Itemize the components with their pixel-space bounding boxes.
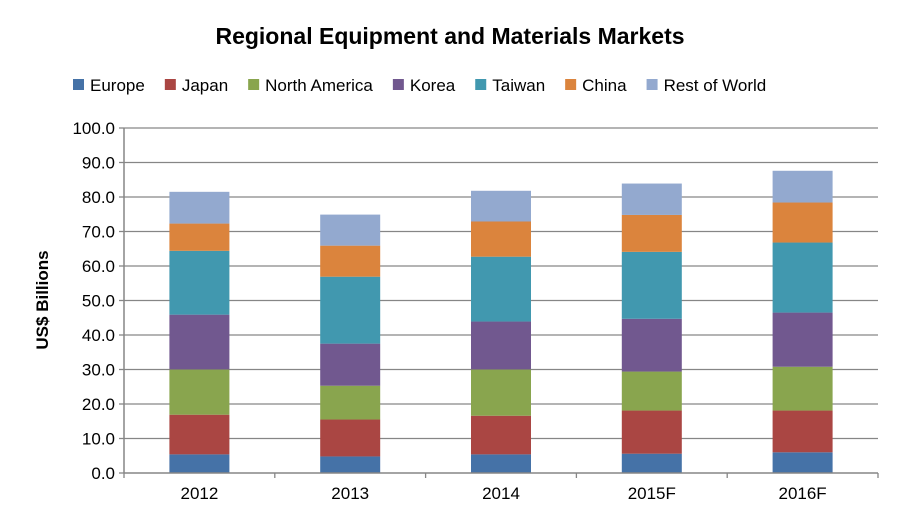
legend-swatch xyxy=(475,79,487,90)
x-tick-label: 2016F xyxy=(778,484,826,503)
y-tick-label: 60.0 xyxy=(82,257,115,276)
chart-title: Regional Equipment and Materials Markets xyxy=(215,23,684,49)
bar-segment-japan xyxy=(772,410,833,453)
y-tick-label: 90.0 xyxy=(82,154,115,173)
bar-segment-korea xyxy=(471,321,531,370)
x-tick-label: 2012 xyxy=(180,484,218,503)
bar-segment-china xyxy=(621,214,682,252)
bar-segment-europe xyxy=(169,454,230,473)
bar-segment-korea xyxy=(320,343,381,386)
bar-segment-europe xyxy=(621,453,682,473)
x-tick-label: 2014 xyxy=(482,484,520,503)
bar-segment-north-america xyxy=(471,369,531,416)
legend-label: Rest of World xyxy=(664,76,767,95)
bar-segment-taiwan xyxy=(169,250,230,315)
bar-segment-rest-of-world xyxy=(169,191,230,224)
legend-swatch xyxy=(565,79,577,90)
y-tick-label: 80.0 xyxy=(82,188,115,207)
x-tick-label: 2013 xyxy=(331,484,369,503)
bar-segment-rest-of-world xyxy=(621,183,682,215)
y-tick-label: 100.0 xyxy=(72,119,115,138)
y-tick-label: 70.0 xyxy=(82,223,115,242)
bar-segment-europe xyxy=(320,456,381,473)
bar-segment-japan xyxy=(169,414,230,455)
bar-segment-china xyxy=(320,245,381,277)
bar-segment-china xyxy=(772,202,833,243)
y-tick-label: 50.0 xyxy=(82,292,115,311)
y-tick-label: 0.0 xyxy=(91,464,115,483)
legend-label: Taiwan xyxy=(492,76,545,95)
bar-segment-europe xyxy=(471,454,531,473)
bar-segment-korea xyxy=(772,312,833,367)
y-tick-label: 40.0 xyxy=(82,326,115,345)
legend-swatch xyxy=(164,79,176,90)
bar-segment-taiwan xyxy=(471,256,531,322)
bar-segment-japan xyxy=(471,415,531,455)
bar-segment-china xyxy=(169,223,230,251)
y-tick-label: 10.0 xyxy=(82,430,115,449)
legend: Europe Japan North America Korea Taiwan China… xyxy=(73,76,766,95)
legend-swatch xyxy=(392,79,404,90)
x-tick-label: 2015F xyxy=(628,484,676,503)
legend-swatch xyxy=(248,79,260,90)
bar-segment-north-america xyxy=(772,366,833,411)
bar-segment-rest-of-world xyxy=(772,170,833,203)
bar-segment-taiwan xyxy=(772,242,833,313)
bar-segment-korea xyxy=(621,318,682,372)
bar-segment-taiwan xyxy=(621,251,682,319)
bar-segment-japan xyxy=(320,419,381,457)
bar-segment-north-america xyxy=(169,369,230,415)
y-tick-label: 20.0 xyxy=(82,395,115,414)
legend-label: Japan xyxy=(182,76,228,95)
bar-segment-china xyxy=(471,221,531,257)
bar-segment-rest-of-world xyxy=(471,190,531,222)
y-tick-label: 30.0 xyxy=(82,361,115,380)
bar-segment-north-america xyxy=(320,385,381,420)
legend-label: Korea xyxy=(410,76,456,95)
bar-segment-japan xyxy=(621,410,682,454)
legend-swatch xyxy=(73,79,84,90)
y-axis-label: US$ Billions xyxy=(33,250,52,349)
bar-segment-korea xyxy=(169,314,230,370)
bar-segment-rest-of-world xyxy=(320,214,381,246)
bar-segment-europe xyxy=(772,452,833,473)
legend-label: North America xyxy=(265,76,373,95)
legend-label: Europe xyxy=(90,76,145,95)
bar-segment-taiwan xyxy=(320,276,381,344)
legend-label: China xyxy=(582,76,627,95)
bar-segment-north-america xyxy=(621,371,682,411)
legend-swatch xyxy=(646,79,658,90)
